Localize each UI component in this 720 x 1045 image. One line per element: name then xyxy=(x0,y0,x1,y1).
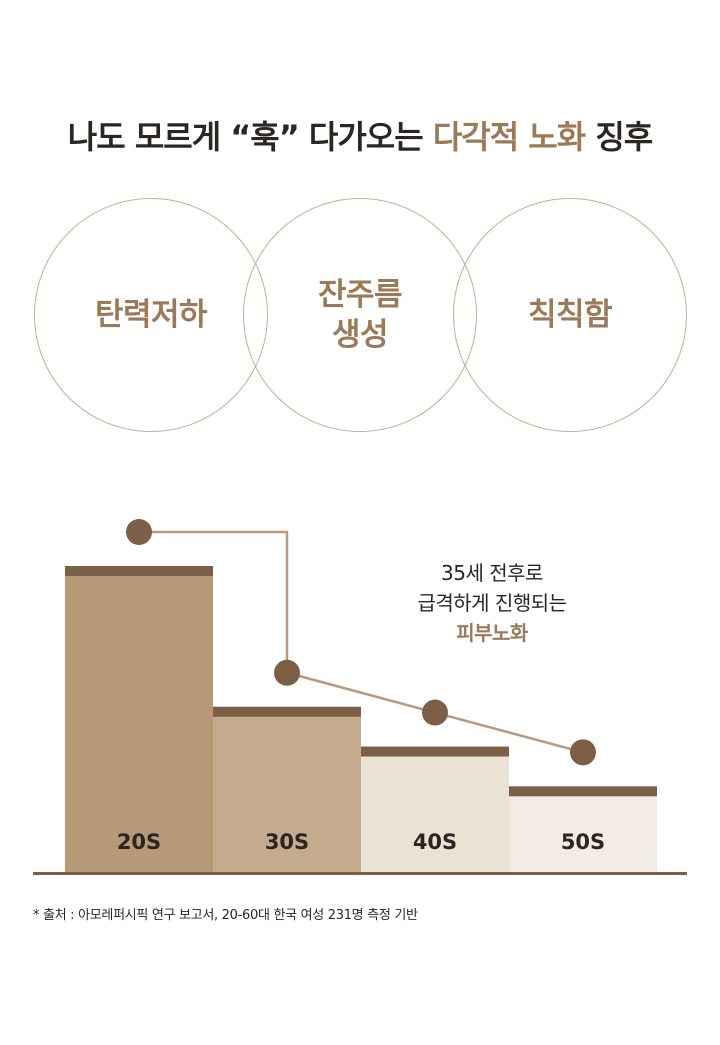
bar-cap-30s xyxy=(213,706,361,717)
sign-label-dullness: 칙칙함 xyxy=(527,296,613,333)
bar-20s xyxy=(65,566,213,872)
trend-point-40s xyxy=(422,699,448,726)
headline-part-2: 징후 xyxy=(585,118,653,156)
sign-label-wrinkles: 잔주름 생성 xyxy=(317,276,403,353)
bar-cap-50s xyxy=(509,786,657,797)
trend-point-20s xyxy=(126,519,152,545)
source-note: * 출처 : 아모레퍼시픽 연구 보고서, 20-60대 한국 여성 231명 … xyxy=(33,908,418,923)
category-label-40s: 40S xyxy=(413,830,457,854)
category-label-20s: 20S xyxy=(117,830,161,854)
chart-annotation: 35세 전후로 급격하게 진행되는 피부노화 xyxy=(417,561,567,645)
trend-point-50s xyxy=(570,739,596,766)
bar-50s xyxy=(509,786,657,872)
page-title: 나도 모르게 “훅” 다가오는 다각적 노화 징후 xyxy=(0,112,720,158)
bar-cap-40s xyxy=(361,746,509,757)
bar-40s xyxy=(361,746,509,872)
bar-cap-20s xyxy=(65,566,213,576)
headline-accent: 다각적 노화 xyxy=(432,118,586,156)
trend-point-30s xyxy=(274,659,300,686)
sign-label-elasticity: 탄력저하 xyxy=(94,296,208,333)
category-label-50s: 50S xyxy=(561,830,605,854)
aging-signs-venn: 탄력저하 잔주름 생성 칙칙함 xyxy=(0,190,720,450)
headline-part-1: 나도 모르게 “훅” 다가오는 xyxy=(67,118,433,156)
category-label-30s: 30S xyxy=(265,830,309,854)
chart-baseline xyxy=(33,872,687,875)
sign-circle-dullness xyxy=(453,198,687,432)
age-bar-chart: 20S 30S 40S 50S xyxy=(33,519,687,875)
bar-30s xyxy=(213,706,361,872)
